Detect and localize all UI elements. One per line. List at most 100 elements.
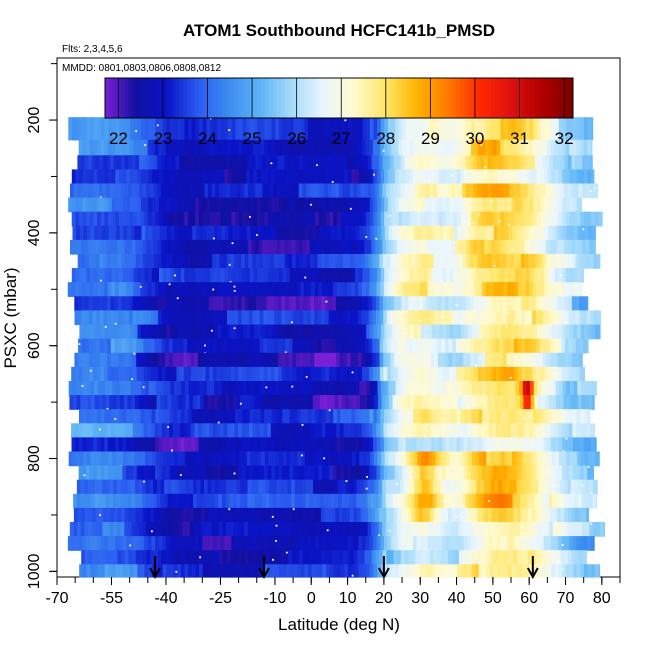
heatmap-cell [143,366,148,382]
heatmap-cell [147,423,152,438]
heatmap-cell [273,522,278,537]
heatmap-cell [195,169,200,185]
heatmap-cell [551,197,556,213]
heatmap-cell [471,409,476,424]
heatmap-cell [337,197,342,213]
heatmap-cell [481,465,487,481]
heatmap-cell [554,338,559,354]
heatmap-cell [300,564,305,578]
heatmap-cell [107,296,112,311]
heatmap-cell [407,395,412,410]
heatmap-cell [159,225,164,241]
heatmap-cell [166,211,171,227]
heatmap-cell [356,493,361,509]
heatmap-cell [564,338,570,354]
heatmap-cell [434,139,439,156]
heatmap-cell [119,117,124,141]
colorbar-segment [346,78,352,118]
heatmap-cell [332,254,337,269]
heatmap-cell [153,493,158,509]
heatmap-cell [267,169,273,185]
heatmap-cell [95,522,100,537]
heatmap-cell [267,437,272,453]
heatmap-cell [589,155,593,170]
heatmap-cell [570,493,575,509]
heatmap-cell [224,197,229,213]
heatmap-cell [434,310,439,326]
heatmap-cell [375,352,381,368]
heatmap-cell [500,169,505,185]
heatmap-cell [211,239,216,255]
heatmap-cell [355,409,360,424]
heatmap-cell [450,451,455,467]
heatmap-cell [467,465,472,481]
heatmap-cell [264,211,269,227]
heatmap-cell [527,493,532,509]
heatmap-cell [100,465,105,481]
heatmap-cell [433,239,438,255]
heatmap-cell [476,479,481,495]
colorbar-segment [370,78,375,118]
heatmap-cell [116,493,121,509]
heatmap-cell [380,117,385,141]
heatmap-cell [352,493,357,509]
heatmap-cell [233,254,239,269]
heatmap-cell [358,423,363,438]
heatmap-cell [304,169,309,185]
heatmap-cell [150,254,155,269]
heatmap-cell [107,139,112,156]
heatmap-cell [514,211,519,227]
heatmap-cell [335,507,340,523]
heatmap-cell [361,338,366,354]
heatmap-cell [208,155,213,170]
heatmap-cell [506,338,511,354]
heatmap-cell [390,352,395,368]
heatmap-cell [503,352,508,368]
heatmap-cell [133,282,138,297]
heatmap-cell [344,197,349,213]
heatmap-cell [449,409,454,424]
heatmap-cell [503,211,509,227]
heatmap-cell [273,155,278,170]
heatmap-cell [336,465,341,481]
heatmap-cell [106,239,111,255]
heatmap-cell [589,254,595,269]
heatmap-cell [296,409,302,424]
heatmap-cell [595,324,600,340]
heatmap-cell [107,310,112,326]
heatmap-cell [587,117,592,141]
heatmap-cell [581,225,586,241]
heatmap-cell [373,211,378,227]
heatmap-cell [250,381,255,396]
data-gap-dot [366,476,368,478]
heatmap-cell [133,139,138,156]
heatmap-cell [436,395,441,410]
heatmap-cell [307,268,313,283]
heatmap-cell [370,324,375,340]
heatmap-cell [293,564,298,578]
heatmap-cell [260,437,265,453]
heatmap-cell [358,465,363,481]
heatmap-cell [549,550,554,565]
heatmap-cell [77,296,83,311]
heatmap-cell [206,564,211,578]
heatmap-cell [569,139,574,156]
heatmap-cell [299,550,304,565]
heatmap-cell [466,296,471,311]
heatmap-cell [372,310,377,326]
heatmap-cell [165,366,170,382]
heatmap-cell [270,423,275,438]
heatmap-cell [388,381,393,396]
heatmap-cell [132,507,137,523]
heatmap-cell [94,451,99,467]
heatmap-cell [251,183,256,199]
heatmap-cell [234,338,239,354]
heatmap-cell [124,550,129,565]
heatmap-cell [152,381,157,396]
heatmap-cell [208,239,213,255]
heatmap-cell [482,564,487,578]
heatmap-cell [99,183,104,199]
heatmap-cell [511,139,516,156]
heatmap-cell [132,338,137,354]
heatmap-cell [277,310,283,326]
